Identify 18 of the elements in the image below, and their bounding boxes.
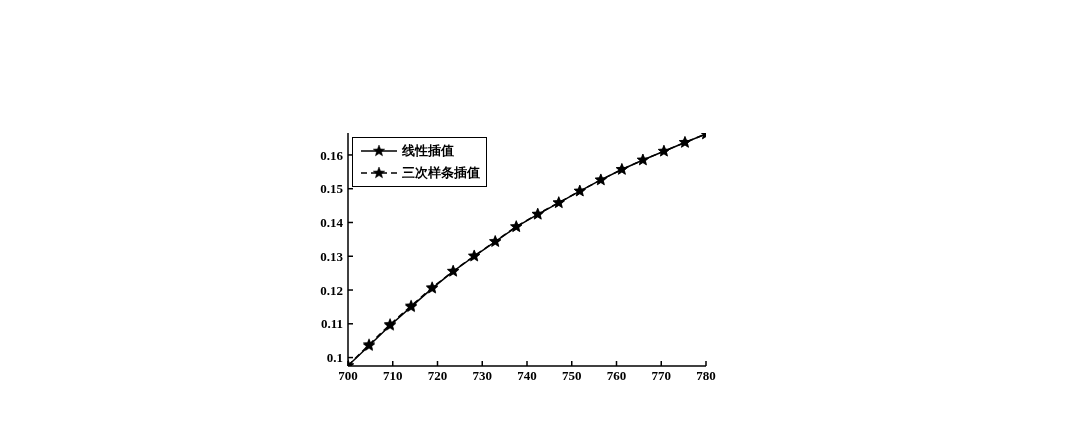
legend-label: 三次样条插值 <box>402 164 480 182</box>
x-tick-label: 770 <box>651 368 671 384</box>
y-tick-label: 0.15 <box>320 181 344 197</box>
x-tick-label: 700 <box>338 368 358 384</box>
legend-label: 线性插值 <box>402 142 454 160</box>
y-tick-label: 0.12 <box>320 282 343 298</box>
x-tick-label: 760 <box>606 368 627 384</box>
x-tick-label: 780 <box>696 368 716 384</box>
y-tick-label: 0.14 <box>320 215 344 231</box>
y-tick-label: 0.11 <box>320 316 343 332</box>
x-tick-label: 740 <box>517 368 537 384</box>
y-tick-label: 0.1 <box>326 350 343 366</box>
x-tick-label: 710 <box>383 368 403 384</box>
x-tick-label: 750 <box>562 368 582 384</box>
y-tick-label: 0.16 <box>320 147 344 163</box>
y-tick-label: 0.13 <box>320 248 344 264</box>
x-tick-label: 720 <box>427 368 448 384</box>
x-tick-label: 730 <box>472 368 492 384</box>
